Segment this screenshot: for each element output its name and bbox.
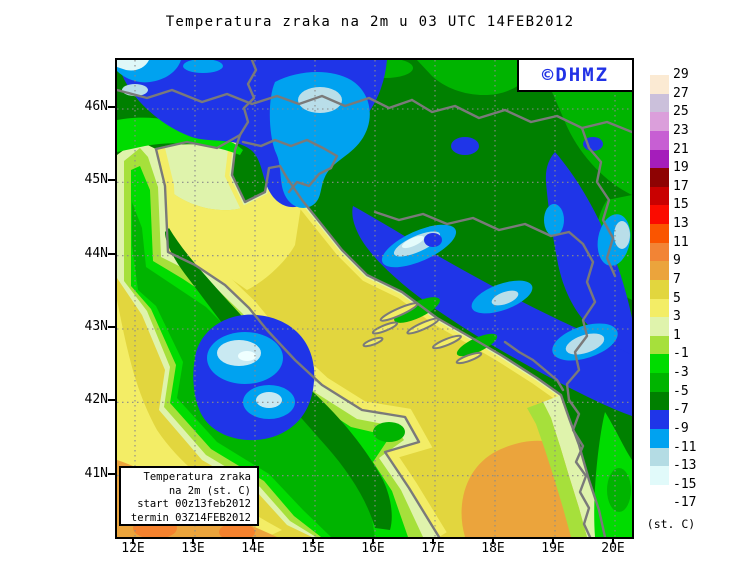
lon-tick-label: 13E: [181, 541, 205, 556]
colorbar-swatch: [650, 186, 669, 206]
dhmz-logo-box: ©DHMZ: [517, 58, 634, 92]
colorbar-level-label: 9: [673, 253, 681, 269]
lon-tick-mark: [252, 537, 254, 544]
info-box-line: termin 03Z14FEB2012: [130, 511, 251, 524]
colorbar-level-label: 27: [673, 85, 689, 101]
colorbar-swatch: [650, 242, 669, 262]
lon-tick-label: 18E: [481, 541, 505, 556]
lat-tick-mark: [108, 399, 115, 402]
page-title: Temperatura zraka na 2m u 03 UTC 14FEB20…: [165, 14, 575, 30]
lat-tick-mark: [108, 252, 115, 255]
info-box-line: na 2m (st. C): [168, 484, 251, 497]
lon-tick-label: 16E: [361, 541, 385, 556]
colorbar-level-label: -1: [673, 346, 689, 362]
colorbar-swatch: [650, 298, 669, 318]
colorbar-swatch: [650, 373, 669, 392]
colorbar-level-label: -3: [673, 365, 689, 381]
colorbar-swatch: [650, 466, 669, 485]
lon-tick-mark: [372, 537, 374, 544]
lon-tick-label: 20E: [601, 541, 625, 556]
colorbar-level-label: 3: [673, 309, 681, 325]
colorbar-swatch: [650, 354, 669, 374]
lon-tick-mark: [432, 537, 434, 544]
colorbar-level-label: -11: [673, 439, 697, 455]
colorbar-swatch: [650, 168, 669, 187]
colorbar-level-label: -9: [673, 420, 689, 436]
colorbar-swatch: [650, 428, 669, 448]
lon-tick-mark: [552, 537, 554, 544]
info-box-line: Temperatura zraka: [143, 471, 251, 483]
colorbar-swatch: [650, 335, 669, 355]
lat-tick-label: 42N: [84, 392, 108, 408]
colorbar-swatch: [650, 75, 669, 94]
colorbar-level-label: -7: [673, 402, 689, 418]
colorbar-swatch: [650, 149, 669, 169]
colorbar-level-label: 19: [673, 160, 689, 176]
colorbar-swatch: [650, 447, 669, 467]
colorbar-level-label: -15: [673, 476, 697, 492]
map-frame: [115, 58, 634, 539]
lat-tick-mark: [108, 472, 115, 475]
colorbar-level-label: 13: [673, 216, 689, 232]
colorbar-level-label: -13: [673, 458, 697, 474]
info-box-line: start 00z13feb2012: [137, 498, 251, 510]
colorbar-swatch: [650, 317, 669, 336]
lat-tick-label: 41N: [84, 465, 108, 481]
colorbar-level-label: -5: [673, 383, 689, 399]
lon-tick-mark: [492, 537, 494, 544]
colorbar-level-label: 25: [673, 104, 689, 120]
colorbar-level-label: 1: [673, 327, 681, 343]
lon-tick-mark: [192, 537, 194, 544]
colorbar-swatch: [650, 261, 669, 280]
colorbar-swatch: [650, 410, 669, 429]
colorbar-level-label: -17: [673, 495, 697, 511]
colorbar-level-label: 11: [673, 234, 689, 250]
colorbar-swatch: [650, 93, 669, 113]
colorbar-swatch: [650, 205, 669, 225]
colorbar-swatch: [650, 130, 669, 150]
colorbar-swatch: [650, 279, 669, 299]
colorbar-level-label: 5: [673, 290, 681, 306]
colorbar-level-label: 15: [673, 197, 689, 213]
lat-tick-label: 43N: [84, 318, 108, 334]
lon-tick-mark: [612, 537, 614, 544]
lon-tick-label: 17E: [421, 541, 445, 556]
lon-tick-label: 15E: [301, 541, 325, 556]
colorbar-unit-label: (st. C): [646, 517, 696, 531]
colorbar-level-label: 29: [673, 67, 689, 82]
dhmz-logo-text: ©DHMZ: [541, 64, 610, 86]
lat-tick-label: 45N: [84, 172, 108, 188]
colorbar-level-label: 23: [673, 122, 689, 138]
lat-tick-label: 46N: [84, 99, 108, 114]
colorbar-swatch: [650, 391, 669, 411]
lat-tick-mark: [108, 325, 115, 328]
lon-tick-mark: [132, 537, 134, 544]
lat-tick-label: 44N: [84, 245, 108, 261]
lat-tick-mark: [108, 106, 115, 108]
colorbar-swatch: [650, 224, 669, 243]
colorbar-level-label: 7: [673, 271, 681, 287]
map-info-box: Temperatura zraka na 2m (st. C) start 00z1…: [119, 466, 259, 526]
lon-tick-label: 19E: [541, 541, 565, 556]
colorbar-level-label: 17: [673, 178, 689, 194]
lon-tick-label: 12E: [121, 541, 145, 556]
lon-tick-mark: [312, 537, 314, 544]
colorbar-swatch: [650, 112, 669, 131]
lat-tick-mark: [108, 179, 115, 182]
temperature-field-map: [117, 60, 632, 537]
colorbar-level-label: 21: [673, 141, 689, 157]
lon-tick-label: 14E: [241, 541, 265, 556]
colorbar-swatch: [650, 484, 669, 504]
